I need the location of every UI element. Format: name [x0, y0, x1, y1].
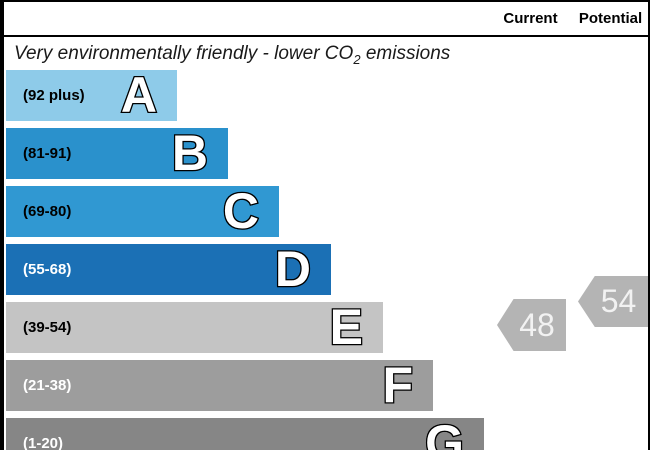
band-row-a: (92 plus) A — [6, 67, 177, 123]
band-range-label: (1-20) — [23, 435, 64, 450]
header-bottom-border — [2, 35, 648, 37]
band-row-e: (39-54) E — [6, 299, 383, 355]
band-range-label: (21-38) — [23, 377, 72, 394]
potential-rating-arrow: 54 — [578, 276, 648, 327]
potential-column-header: Potential — [578, 10, 643, 27]
band-range-label: (69-80) — [23, 203, 72, 220]
chart-title-subscript: 2 — [353, 51, 361, 67]
band-letter: G — [424, 415, 465, 450]
potential-column-divider — [2, 2, 4, 450]
chart-title-text: Very environmentally friendly - lower CO — [14, 43, 354, 64]
band-letter: E — [328, 299, 364, 355]
current-rating-arrow: 48 — [497, 299, 566, 351]
band-row-b: (81-91) B — [6, 125, 228, 181]
band-row-f: (21-38) F — [6, 357, 433, 413]
band-row-d: (55-68) D — [6, 241, 331, 297]
band-letter: B — [171, 125, 210, 181]
band-range-label: (92 plus) — [23, 87, 85, 104]
chart-title-suffix: emissions — [360, 43, 451, 64]
band-range-label: (39-54) — [23, 319, 72, 336]
current-column-header: Current — [503, 10, 558, 27]
band-letter: F — [381, 357, 414, 413]
band-letter: D — [274, 241, 313, 297]
chart-title: Very environmentally friendly - lower CO… — [14, 43, 450, 67]
band-range-label: (81-91) — [23, 145, 72, 162]
band-row-c: (69-80) C — [6, 183, 279, 239]
band-letter: C — [222, 183, 261, 239]
band-letter: A — [120, 67, 159, 123]
potential-rating-value: 54 — [600, 283, 637, 319]
band-range-label: (55-68) — [23, 261, 72, 278]
band-row-g: (1-20) G — [6, 415, 484, 450]
current-rating-value: 48 — [519, 306, 555, 343]
